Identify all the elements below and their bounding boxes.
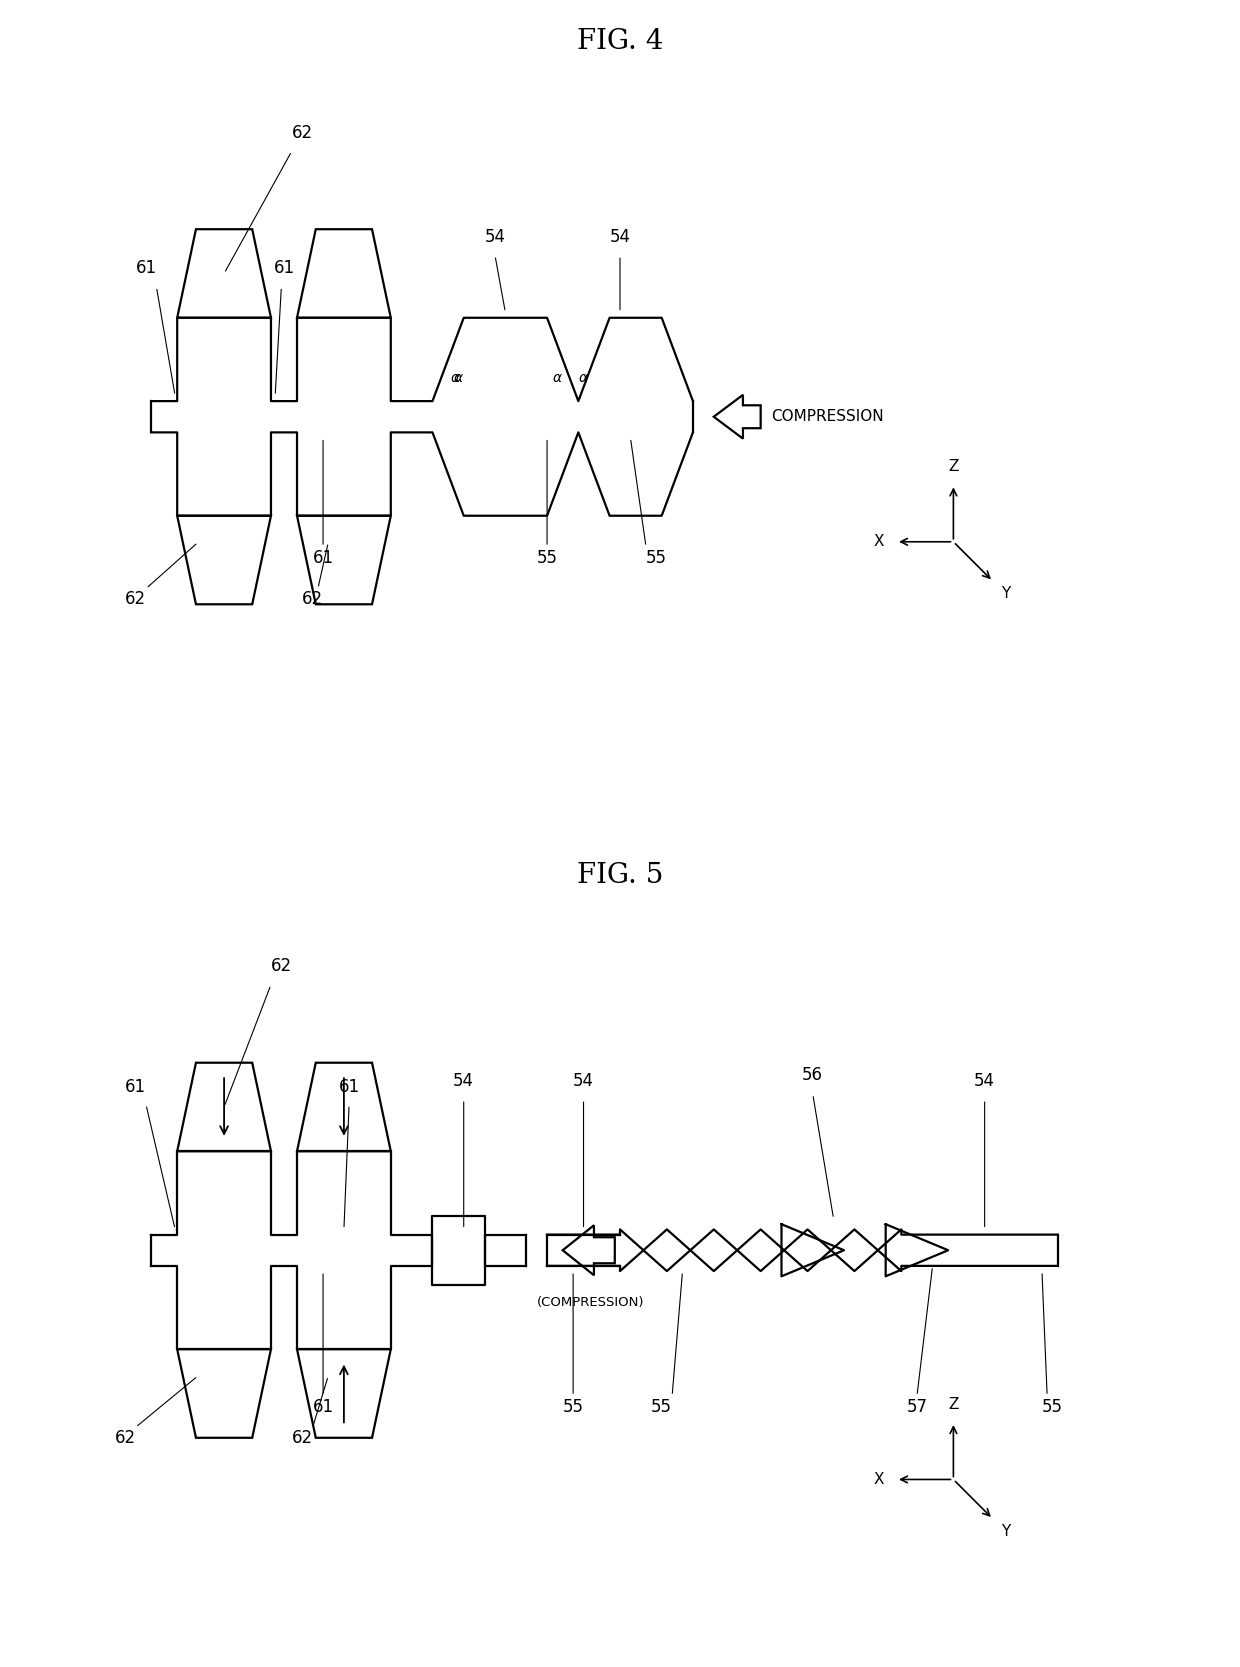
Text: $\alpha$: $\alpha$: [578, 372, 589, 385]
Text: X: X: [873, 1472, 884, 1487]
FancyArrow shape: [714, 395, 760, 438]
Text: Y: Y: [1001, 587, 1011, 602]
Text: X: X: [873, 535, 884, 548]
Text: 62: 62: [291, 1429, 312, 1447]
Text: 54: 54: [485, 228, 506, 245]
Text: 55: 55: [563, 1397, 584, 1415]
Text: COMPRESSION: COMPRESSION: [771, 410, 884, 423]
Text: 61: 61: [312, 548, 334, 567]
Text: 61: 61: [339, 1079, 360, 1095]
Text: (COMPRESSION): (COMPRESSION): [537, 1295, 645, 1309]
Text: Z: Z: [949, 1397, 959, 1412]
Text: 61: 61: [274, 258, 295, 277]
Text: $\alpha$: $\alpha$: [552, 372, 563, 385]
Text: 55: 55: [646, 548, 667, 567]
Text: 61: 61: [125, 1079, 146, 1095]
Text: 62: 62: [270, 957, 291, 975]
Text: 61: 61: [312, 1397, 334, 1415]
Text: 55: 55: [651, 1397, 672, 1415]
Text: 62: 62: [125, 590, 146, 608]
Text: 56: 56: [802, 1067, 823, 1085]
Text: 54: 54: [453, 1072, 474, 1090]
Text: 62: 62: [303, 590, 324, 608]
Text: 55: 55: [537, 548, 558, 567]
Text: 57: 57: [906, 1397, 928, 1415]
Text: FIG. 5: FIG. 5: [577, 862, 663, 889]
Text: 54: 54: [610, 228, 630, 245]
Text: 62: 62: [114, 1429, 135, 1447]
Text: $\alpha$: $\alpha$: [453, 372, 464, 385]
Text: 55: 55: [1042, 1397, 1063, 1415]
Text: 54: 54: [573, 1072, 594, 1090]
Text: $\alpha$: $\alpha$: [450, 372, 461, 385]
Text: 54: 54: [975, 1072, 996, 1090]
Text: 62: 62: [291, 123, 312, 142]
FancyArrow shape: [563, 1225, 615, 1275]
Text: 61: 61: [135, 258, 156, 277]
Text: FIG. 4: FIG. 4: [577, 28, 663, 55]
Text: Z: Z: [949, 460, 959, 473]
Text: Y: Y: [1001, 1524, 1011, 1539]
